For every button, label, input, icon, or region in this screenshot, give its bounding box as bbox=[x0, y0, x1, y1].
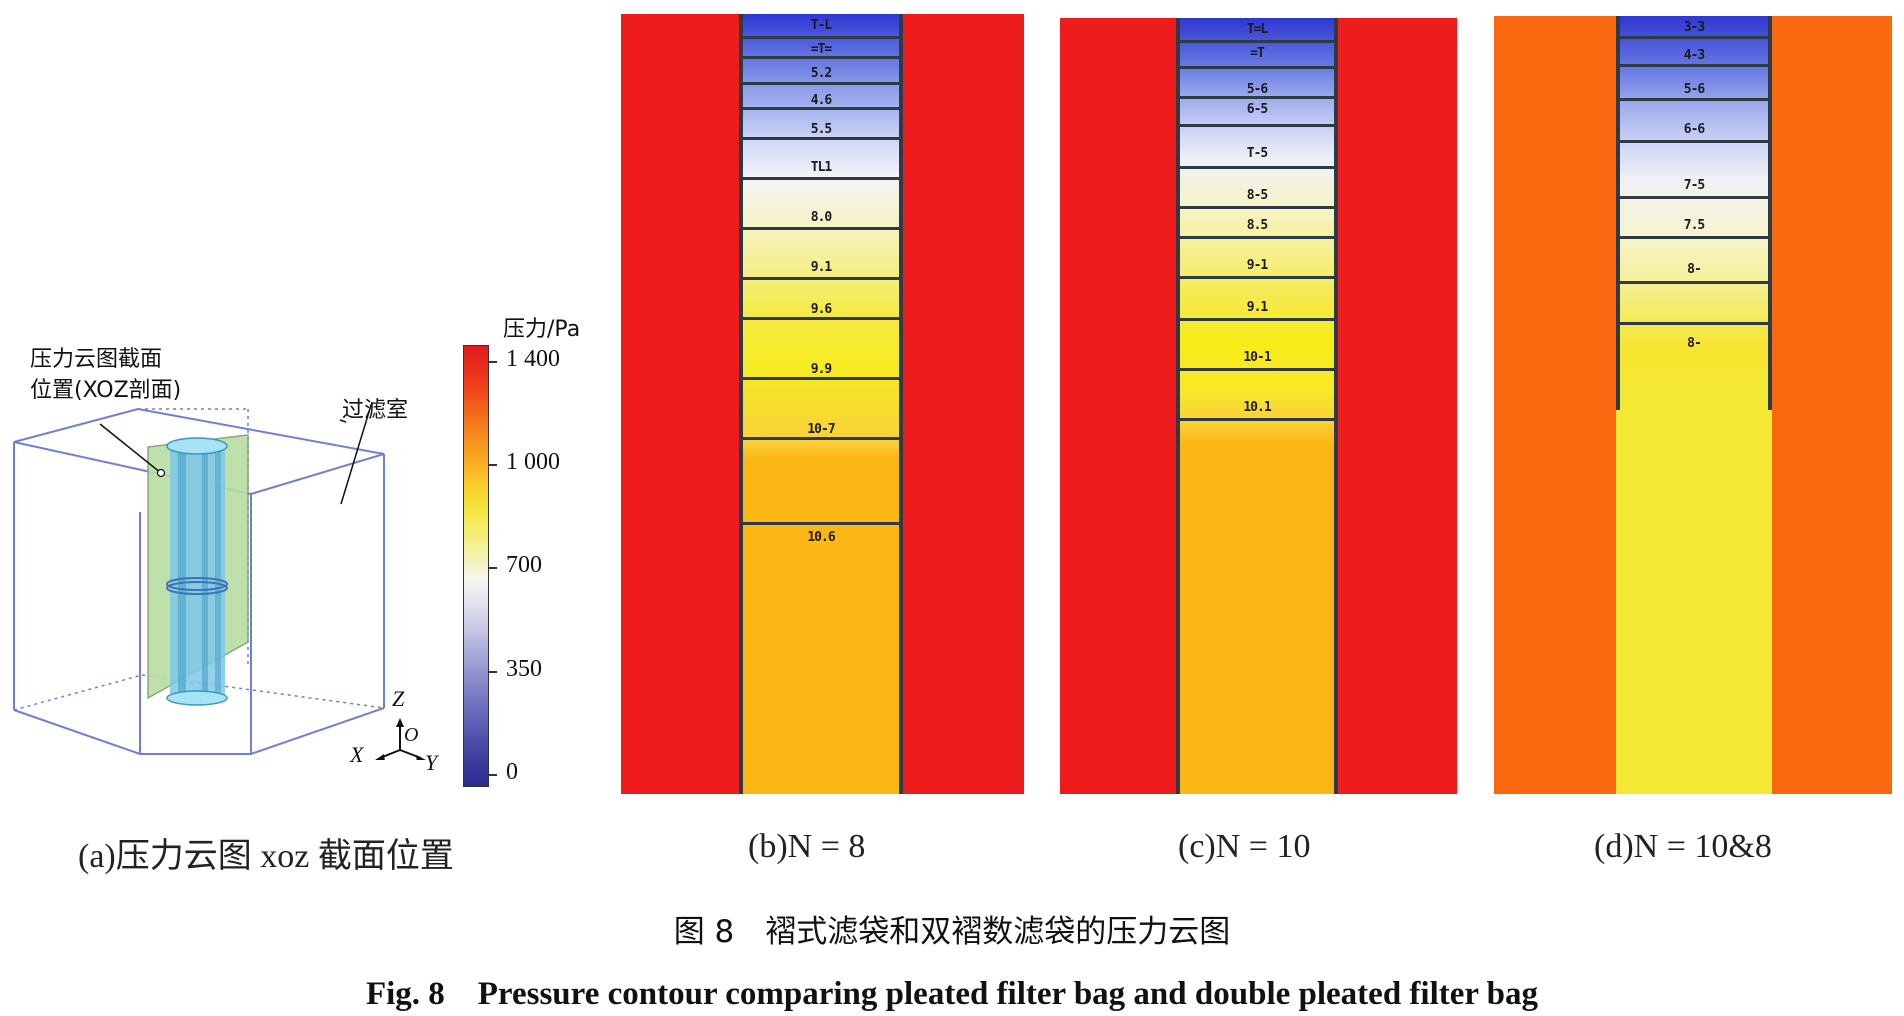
axis-y-label: Y bbox=[425, 750, 438, 775]
contour-panel-c: T=L =T 5-6 6-5 T-5 8-5 8.5 9-1 9.1 10-1 … bbox=[1060, 18, 1457, 794]
contour-label: 10-7 bbox=[807, 422, 835, 437]
pleated-bag-cylinder bbox=[166, 437, 228, 706]
contour-label: 7.5 bbox=[1683, 218, 1706, 233]
contour-label: 9.1 bbox=[1246, 300, 1269, 315]
axis-o-label: O bbox=[404, 724, 419, 746]
contour-label: 6-5 bbox=[1246, 102, 1269, 117]
contour-label: =T= bbox=[810, 42, 833, 57]
contour-label: 8-5 bbox=[1246, 188, 1269, 203]
contour-label: 4-3 bbox=[1683, 48, 1706, 63]
colorbar bbox=[463, 345, 489, 787]
colorbar-tick-mark bbox=[489, 464, 497, 466]
contour-label: 4.6 bbox=[810, 93, 833, 108]
figure-title-cn: 图 8 褶式滤袋和双褶数滤袋的压力云图 bbox=[673, 914, 1231, 950]
contour-label: 8- bbox=[1687, 336, 1702, 351]
bag-lower-region bbox=[1616, 410, 1772, 794]
colorbar-title: 压力/Pa bbox=[503, 317, 581, 342]
contour-panel-b: T-L =T= 5.2 4.6 5.5 TL1 8.0 9.1 9.6 9.9 … bbox=[621, 14, 1024, 794]
contour-label: 8.5 bbox=[1246, 218, 1269, 233]
filter-bag-interior: T=L =T 5-6 6-5 T-5 8-5 8.5 9-1 9.1 10-1 … bbox=[1176, 18, 1338, 794]
contour-label: 5.2 bbox=[810, 66, 833, 81]
colorbar-tick-mark bbox=[489, 361, 497, 363]
chamber-label: 过滤室 bbox=[342, 398, 409, 423]
contour-label: 8- bbox=[1687, 262, 1702, 277]
section-label: 压力云图截面 位置(XOZ剖面) bbox=[30, 347, 182, 403]
colorbar-tick-label: 700 bbox=[506, 552, 542, 578]
contour-label: 10.1 bbox=[1243, 400, 1271, 415]
contour-label: 3-3 bbox=[1683, 20, 1706, 35]
contour-label: 10.6 bbox=[807, 530, 835, 545]
contour-label: 10-1 bbox=[1243, 350, 1271, 365]
caption-d: (d)N = 10&8 bbox=[1594, 828, 1772, 865]
contour-label: 9.1 bbox=[810, 260, 833, 275]
axis-x-label: X bbox=[350, 742, 364, 767]
contour-panel-d: 3-3 4-3 5-6 6-6 7-5 7.5 8- 8- bbox=[1494, 16, 1892, 794]
contour-label: T-5 bbox=[1246, 146, 1269, 161]
caption-a: (a)压力云图 xoz 截面位置 bbox=[78, 838, 454, 875]
filter-chamber-diagram bbox=[13, 401, 426, 760]
colorbar-tick-mark bbox=[489, 671, 497, 673]
contour-label: TL1 bbox=[810, 160, 833, 175]
colorbar-tick-mark bbox=[489, 774, 497, 776]
colorbar-tick-label: 0 bbox=[506, 759, 518, 785]
contour-label: 5-6 bbox=[1246, 82, 1269, 97]
axis-z-label: Z bbox=[392, 686, 405, 711]
caption-c: (c)N = 10 bbox=[1178, 828, 1311, 865]
contour-label: T-L bbox=[810, 18, 833, 33]
colorbar-tick-label: 350 bbox=[506, 656, 542, 682]
contour-label: 9.6 bbox=[810, 302, 833, 317]
colorbar-tick-label: 1 000 bbox=[506, 449, 560, 475]
contour-label: 5.5 bbox=[810, 122, 833, 137]
colorbar-tick-label: 1 400 bbox=[506, 346, 560, 372]
colorbar-tick-mark bbox=[489, 567, 497, 569]
contour-label: 7-5 bbox=[1683, 178, 1706, 193]
contour-label: 5-6 bbox=[1683, 82, 1706, 97]
caption-b: (b)N = 8 bbox=[748, 828, 866, 865]
figure-title-en: Fig. 8 Pressure contour comparing pleate… bbox=[365, 976, 1539, 1012]
contour-label: 9.9 bbox=[810, 362, 833, 377]
contour-label: =T bbox=[1250, 46, 1265, 61]
contour-label: T=L bbox=[1246, 22, 1269, 37]
contour-label: 6-6 bbox=[1683, 122, 1706, 137]
contour-label: 8.0 bbox=[810, 210, 833, 225]
filter-bag-interior: T-L =T= 5.2 4.6 5.5 TL1 8.0 9.1 9.6 9.9 … bbox=[739, 14, 903, 794]
contour-label: 9-1 bbox=[1246, 258, 1269, 273]
